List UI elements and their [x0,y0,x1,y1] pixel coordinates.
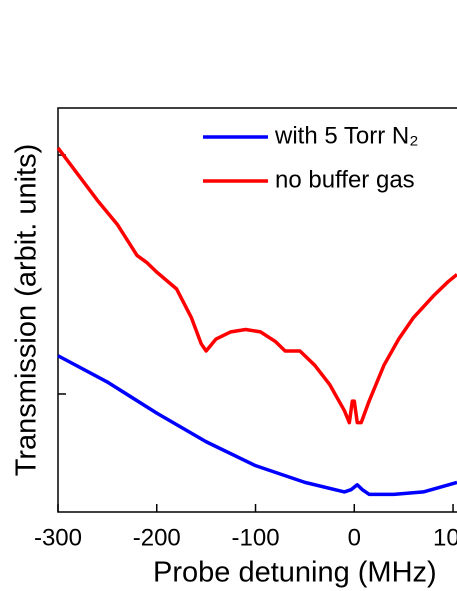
plot-frame [57,107,457,513]
legend-label: with 5 Torr N₂ [274,122,419,149]
y-axis-label: Transmission (arbit. units) [11,144,43,477]
series-line [56,146,457,425]
x-axis-label: Probe detuning (MHz) [153,557,437,589]
x-tick-label: 0 [348,524,361,551]
x-tick-label: -300 [34,524,82,551]
x-tick-label: -200 [133,524,181,551]
x-tick-label: 100 [433,524,457,551]
series-line [57,354,457,497]
legend-label: no buffer gas [275,166,415,193]
x-tick-label: -100 [232,524,280,551]
